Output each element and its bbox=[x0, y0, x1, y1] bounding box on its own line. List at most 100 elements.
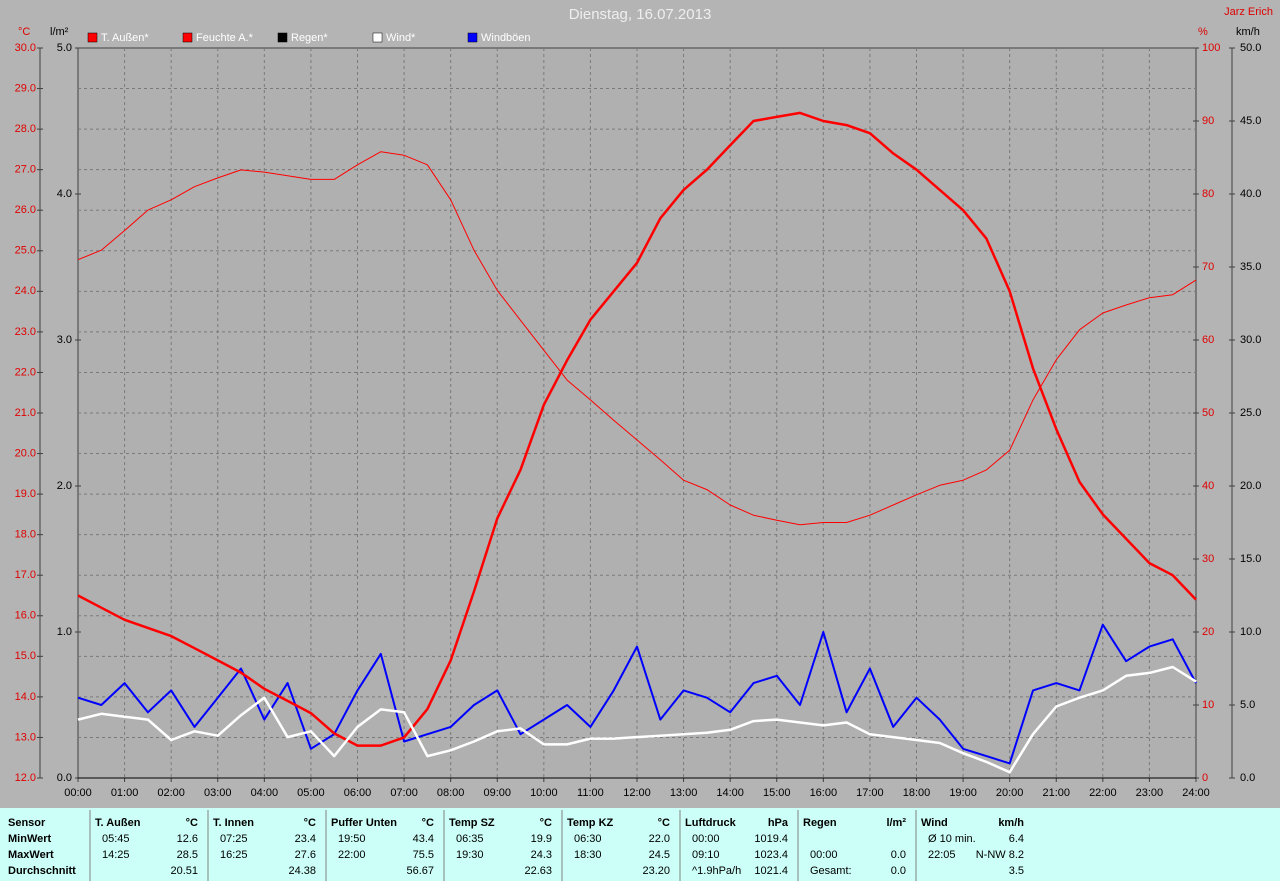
cell-value: 1021.4 bbox=[754, 865, 788, 877]
group-unit: hPa bbox=[768, 817, 789, 829]
y-tick-label: 4.0 bbox=[57, 188, 72, 200]
y-tick-label: 10 bbox=[1202, 699, 1214, 711]
y-tick-label: 0.0 bbox=[57, 772, 72, 784]
y-tick-label: 17.0 bbox=[15, 569, 36, 581]
group-unit: °C bbox=[422, 817, 434, 829]
y-tick-label: 70 bbox=[1202, 261, 1214, 273]
cell-value: 3.5 bbox=[1009, 865, 1024, 877]
group-name: Temp KZ bbox=[567, 817, 614, 829]
y-tick-label: 5.0 bbox=[57, 42, 72, 54]
y-tick-label: 21.0 bbox=[15, 407, 36, 419]
group-name: Regen bbox=[803, 817, 837, 829]
legend-swatch bbox=[372, 32, 383, 43]
y3-axis-unit: l/m² bbox=[50, 26, 69, 38]
y-tick-label: 12.0 bbox=[15, 772, 36, 784]
x-tick-label: 20:00 bbox=[996, 787, 1024, 799]
cell-value: 24.5 bbox=[649, 849, 670, 861]
cell-value: 19.9 bbox=[531, 833, 552, 845]
y-tick-label: 16.0 bbox=[15, 610, 36, 622]
y-tick-label: 10.0 bbox=[1240, 626, 1261, 638]
y-tick-label: 30.0 bbox=[1240, 334, 1261, 346]
cell-value: 12.6 bbox=[177, 833, 198, 845]
y-tick-label: 25.0 bbox=[1240, 407, 1261, 419]
legend-label: Feuchte A.* bbox=[196, 32, 254, 44]
legend-label: Regen* bbox=[291, 32, 328, 44]
x-tick-label: 11:00 bbox=[577, 787, 604, 799]
legend-swatch bbox=[277, 32, 288, 43]
y-tick-label: 22.0 bbox=[15, 366, 36, 378]
x-tick-label: 16:00 bbox=[810, 787, 838, 799]
cell-label: 06:35 bbox=[456, 833, 484, 845]
x-tick-label: 01:00 bbox=[111, 787, 139, 799]
cell-label: 05:45 bbox=[102, 833, 130, 845]
x-tick-label: 10:00 bbox=[530, 787, 558, 799]
y-tick-label: 24.0 bbox=[15, 285, 36, 297]
cell-value: 27.6 bbox=[295, 849, 316, 861]
x-tick-label: 17:00 bbox=[856, 787, 884, 799]
y-tick-label: 30.0 bbox=[15, 42, 36, 54]
cell-value: 0.0 bbox=[891, 865, 906, 877]
y-tick-label: 80 bbox=[1202, 188, 1214, 200]
x-tick-label: 22:00 bbox=[1089, 787, 1117, 799]
group-name: Puffer Unten bbox=[331, 817, 397, 829]
series-line bbox=[77, 623, 1197, 765]
x-tick-label: 23:00 bbox=[1136, 787, 1164, 799]
cell-value: 24.3 bbox=[531, 849, 552, 861]
cell-label: 19:50 bbox=[338, 833, 366, 845]
x-tick-label: 19:00 bbox=[949, 787, 977, 799]
y-tick-label: 13.0 bbox=[15, 731, 36, 743]
author: Jarz Erich bbox=[1224, 6, 1273, 18]
x-tick-label: 02:00 bbox=[157, 787, 185, 799]
cell-label: 22:05 bbox=[928, 849, 956, 861]
y-tick-label: 5.0 bbox=[1240, 699, 1255, 711]
x-tick-label: 08:00 bbox=[437, 787, 465, 799]
legend-label: Windböen bbox=[481, 32, 531, 44]
cell-value: 23.4 bbox=[295, 833, 316, 845]
y-tick-label: 45.0 bbox=[1240, 115, 1261, 127]
x-tick-label: 00:00 bbox=[64, 787, 92, 799]
group-name: T. Außen bbox=[95, 817, 141, 829]
group-name: T. Innen bbox=[213, 817, 254, 829]
group-unit: l/m² bbox=[886, 817, 906, 829]
series-line bbox=[77, 111, 1197, 747]
y-tick-label: 1.0 bbox=[57, 626, 72, 638]
cell-value: 23.20 bbox=[642, 865, 670, 877]
y-tick-label: 15.0 bbox=[1240, 553, 1261, 565]
legend-label: T. Außen* bbox=[101, 32, 149, 44]
x-tick-label: 12:00 bbox=[623, 787, 651, 799]
y4-axis-unit: km/h bbox=[1236, 26, 1260, 38]
group-name: Wind bbox=[921, 817, 948, 829]
cell-label: 18:30 bbox=[574, 849, 602, 861]
cell-value: 43.4 bbox=[413, 833, 434, 845]
legend-swatch bbox=[182, 32, 193, 43]
x-tick-label: 13:00 bbox=[670, 787, 698, 799]
cell-value: 20.51 bbox=[170, 865, 198, 877]
group-unit: °C bbox=[658, 817, 670, 829]
x-tick-label: 15:00 bbox=[763, 787, 791, 799]
y-tick-label: 30 bbox=[1202, 553, 1214, 565]
cell-label: 22:00 bbox=[338, 849, 366, 861]
y-tick-label: 100 bbox=[1202, 42, 1220, 54]
y-tick-label: 23.0 bbox=[15, 326, 36, 338]
x-tick-label: 21:00 bbox=[1042, 787, 1070, 799]
y-tick-label: 50.0 bbox=[1240, 42, 1261, 54]
y-tick-label: 28.0 bbox=[15, 123, 36, 135]
cell-label: 06:30 bbox=[574, 833, 602, 845]
series-line bbox=[77, 665, 1197, 774]
y-tick-label: 40 bbox=[1202, 480, 1214, 492]
legend-swatch bbox=[87, 32, 98, 43]
y-tick-label: 50 bbox=[1202, 407, 1214, 419]
cell-value: 6.4 bbox=[1009, 833, 1024, 845]
y-tick-label: 29.0 bbox=[15, 82, 36, 94]
y-tick-label: 20.0 bbox=[15, 447, 36, 459]
cell-label: 14:25 bbox=[102, 849, 130, 861]
group-unit: °C bbox=[186, 817, 198, 829]
y-tick-label: 20 bbox=[1202, 626, 1214, 638]
cell-value: 1023.4 bbox=[754, 849, 788, 861]
y-tick-label: 20.0 bbox=[1240, 480, 1261, 492]
series-line bbox=[77, 151, 1197, 526]
chart-title: Dienstag, 16.07.2013 bbox=[569, 6, 712, 23]
row-label: MinWert bbox=[8, 833, 52, 845]
y-axis-unit: °C bbox=[18, 26, 30, 38]
